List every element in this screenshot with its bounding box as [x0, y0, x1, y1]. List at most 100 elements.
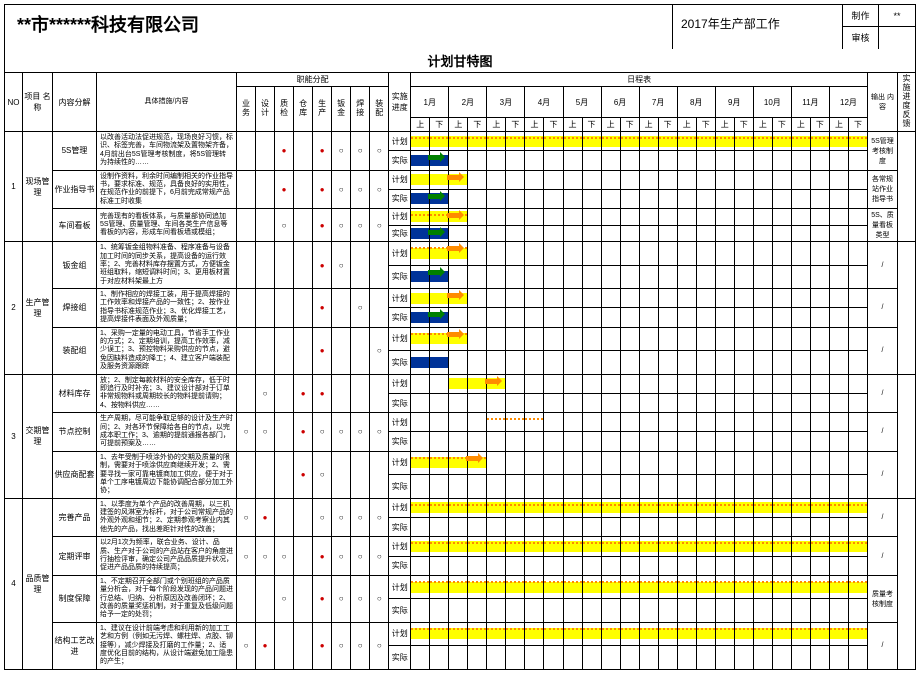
- cell-role: [237, 374, 256, 413]
- gantt-cell: [601, 265, 620, 288]
- gantt-cell: [791, 537, 810, 556]
- h-half: 上: [677, 118, 696, 132]
- h-month: 3月: [487, 87, 525, 118]
- gantt-cell: [848, 413, 867, 432]
- cell-actual: 实际: [389, 393, 411, 412]
- gantt-cell: [848, 517, 867, 536]
- gantt-cell: [563, 351, 582, 374]
- gantt-cell: [734, 289, 753, 308]
- gantt-cell: [544, 308, 563, 327]
- gantt-cell: [639, 575, 658, 598]
- gantt-cell: [468, 413, 487, 432]
- cell-role: [256, 289, 275, 328]
- gantt-cell: [449, 308, 468, 327]
- cell-role: [294, 575, 313, 622]
- gantt-cell: [620, 308, 639, 327]
- cell-role: [294, 132, 313, 171]
- gantt-cell: [468, 132, 487, 151]
- gantt-cell: [696, 451, 715, 474]
- gantt-cell: [487, 498, 506, 517]
- gantt-cell: [677, 556, 696, 575]
- gantt-cell: [506, 451, 525, 474]
- gantt-cell: [506, 646, 525, 669]
- gantt-cell: [734, 537, 753, 556]
- gantt-cell: [696, 646, 715, 669]
- gantt-cell: [525, 646, 544, 669]
- gantt-cell: [753, 432, 772, 451]
- gantt-cell: [449, 242, 468, 265]
- cell-role: [313, 327, 332, 374]
- gantt-cell: [848, 151, 867, 170]
- gantt-cell: [715, 393, 734, 412]
- gantt-cell: [563, 170, 582, 189]
- gantt-cell: [734, 265, 753, 288]
- gantt-cell: [544, 413, 563, 432]
- gantt-cell: [715, 189, 734, 208]
- gantt-cell: [468, 575, 487, 598]
- gantt-cell: [449, 265, 468, 288]
- gantt-cell: [715, 225, 734, 242]
- cell-detail: 放；2、制定每款材料的安全库存，低于时即追行及时补充；3、建议设计部对于订单非常…: [97, 374, 237, 413]
- gantt-cell: [639, 475, 658, 498]
- cell-role: [294, 413, 313, 452]
- gantt-cell: [411, 351, 430, 374]
- gantt-cell: [791, 622, 810, 645]
- cell-role: [294, 374, 313, 413]
- gantt-cell: [753, 556, 772, 575]
- gantt-cell: [658, 265, 677, 288]
- gantt-cell: [563, 289, 582, 308]
- h-month: 12月: [829, 87, 867, 118]
- gantt-cell: [791, 242, 810, 265]
- gantt-cell: [582, 517, 601, 536]
- gantt-cell: [829, 351, 848, 374]
- gantt-cell: [506, 537, 525, 556]
- cell-role: [370, 170, 389, 209]
- gantt-cell: [620, 289, 639, 308]
- cell-role: [294, 242, 313, 289]
- cell-role: [256, 327, 275, 374]
- gantt-cell: [753, 451, 772, 474]
- gantt-cell: [810, 575, 829, 598]
- gantt-cell: [449, 537, 468, 556]
- gantt-cell: [791, 308, 810, 327]
- gantt-cell: [487, 646, 506, 669]
- gantt-cell: [506, 498, 525, 517]
- cell-role: [332, 327, 351, 374]
- gantt-cell: [753, 170, 772, 189]
- gantt-cell: [525, 393, 544, 412]
- gantt-cell: [810, 498, 829, 517]
- gantt-cell: [544, 646, 563, 669]
- gantt-cell: [677, 308, 696, 327]
- cell-role: [275, 132, 294, 171]
- gantt-cell: [829, 151, 848, 170]
- gantt-cell: [829, 242, 848, 265]
- gantt-cell: [563, 151, 582, 170]
- gantt-cell: [487, 242, 506, 265]
- gantt-cell: [639, 225, 658, 242]
- gantt-cell: [829, 132, 848, 151]
- gantt-cell: [772, 151, 791, 170]
- gantt-cell: [487, 556, 506, 575]
- gantt-cell: [430, 622, 449, 645]
- gantt-cell: [544, 622, 563, 645]
- gantt-cell: [772, 209, 791, 226]
- gantt-cell: [601, 451, 620, 474]
- gantt-cell: [563, 265, 582, 288]
- gantt-cell: [411, 170, 430, 189]
- gantt-cell: [525, 289, 544, 308]
- gantt-cell: [734, 556, 753, 575]
- gantt-cell: [715, 599, 734, 622]
- h-month: 8月: [677, 87, 715, 118]
- cell-actual: 实际: [389, 308, 411, 327]
- gantt-cell: [734, 351, 753, 374]
- gantt-cell: [848, 575, 867, 598]
- gantt-cell: [753, 289, 772, 308]
- gantt-cell: [449, 374, 468, 393]
- gantt-cell: [506, 575, 525, 598]
- gantt-cell: [753, 225, 772, 242]
- gantt-cell: [658, 351, 677, 374]
- h-month: 11月: [791, 87, 829, 118]
- gantt-cell: [487, 475, 506, 498]
- cell-role: [332, 413, 351, 452]
- cell-role: [256, 413, 275, 452]
